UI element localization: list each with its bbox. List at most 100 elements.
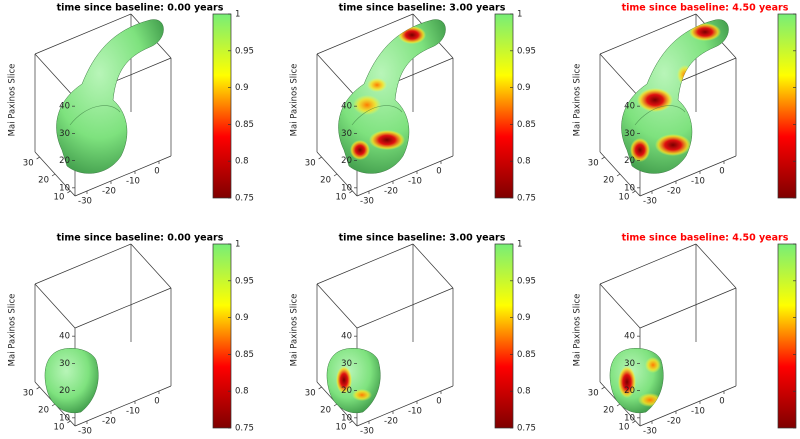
y-tick <box>36 386 40 390</box>
y-tick <box>51 403 56 407</box>
z-tick-label: 10 <box>59 413 70 423</box>
z-axis-label: Mai Paxinos Slice <box>290 294 300 367</box>
x-tick-label: 0 <box>154 167 159 177</box>
surface-fold <box>351 105 403 126</box>
z-tick-label: 10 <box>624 183 635 193</box>
box-edge <box>599 53 641 99</box>
panel-title: time since baseline: 0.00 years <box>57 3 224 14</box>
box-edge <box>74 155 172 197</box>
z-tick-label: 40 <box>341 102 352 112</box>
surface-body <box>56 19 164 174</box>
x-tick-label: 0 <box>154 397 159 407</box>
z-tick-label: 30 <box>341 359 352 369</box>
colorbar-tick-label: 0.9 <box>235 313 249 323</box>
colorbar-tick-label: 0.9 <box>517 313 531 323</box>
box-edge <box>695 243 737 289</box>
colorbar-tick-label: 1 <box>517 10 522 20</box>
panel: time since baseline: 3.00 years102030401… <box>290 233 536 437</box>
y-tick-label: 30 <box>305 389 316 399</box>
x-tick-label: -20 <box>384 187 398 197</box>
x-tick-label: -10 <box>126 177 140 187</box>
y-tick <box>601 156 605 160</box>
y-tick-label: 20 <box>38 176 49 186</box>
y-tick <box>318 386 322 390</box>
z-tick-label: 40 <box>624 332 635 342</box>
surface-body <box>338 19 446 174</box>
y-tick <box>36 156 40 160</box>
colorbar-tick-label: 0.9 <box>517 83 531 93</box>
box-edge <box>34 283 76 329</box>
colorbar <box>494 243 514 429</box>
colorbar <box>212 13 232 199</box>
surface <box>44 348 99 414</box>
panel: time since baseline: 3.00 years102030401… <box>290 3 536 207</box>
z-tick-label: 20 <box>59 156 70 166</box>
y-tick-label: 30 <box>588 159 599 169</box>
colorbar-tick-label: 0.8 <box>517 387 531 397</box>
y-tick-label: 20 <box>603 406 614 416</box>
colorbar-tick-label: 0.9 <box>235 83 249 93</box>
z-tick-label: 30 <box>624 129 635 139</box>
surface <box>338 19 446 174</box>
x-tick-label: 0 <box>436 167 441 177</box>
z-tick-label: 40 <box>59 102 70 112</box>
y-tick <box>333 173 338 177</box>
x-tick-label: -10 <box>408 177 422 187</box>
z-tick-label: 20 <box>341 386 352 396</box>
colorbar-tick-label: 0.85 <box>517 120 536 130</box>
z-tick-label: 30 <box>59 359 70 369</box>
colorbar-tick-label: 0.75 <box>517 424 536 434</box>
colorbar <box>494 13 514 199</box>
hotspot <box>638 393 662 407</box>
y-tick-label: 20 <box>38 406 49 416</box>
colorbar-tick-label: 0.8 <box>517 157 531 167</box>
colorbar-tick-label: 0.75 <box>517 194 536 204</box>
z-axis-label: Mai Paxinos Slice <box>573 294 583 367</box>
y-tick-label: 20 <box>603 176 614 186</box>
panel: time since baseline: 0.00 years102030401… <box>8 3 254 207</box>
surface <box>621 19 729 174</box>
hotspot <box>367 78 387 92</box>
panel-title: time since baseline: 0.00 years <box>57 233 224 244</box>
panel: time since baseline: 4.50 years 10 20 30 40 1… <box>573 3 797 207</box>
colorbar <box>777 13 797 199</box>
surface-fold <box>69 105 121 126</box>
panel: time since baseline: 0.00 years102030401… <box>8 233 254 437</box>
colorbar-tick-label: 0.75 <box>235 424 254 434</box>
box-edge <box>356 385 454 427</box>
z-tick-label: 20 <box>341 156 352 166</box>
hotspot <box>369 130 405 150</box>
box-edge <box>130 243 172 289</box>
box-edge <box>639 287 737 329</box>
hotspot <box>353 95 381 115</box>
colorbar-tick-label: 0.8 <box>235 387 249 397</box>
panel-title: time since baseline: 4.50 years <box>622 233 789 244</box>
z-tick-label: 30 <box>341 129 352 139</box>
box-edge <box>316 13 414 55</box>
y-tick <box>601 386 605 390</box>
y-tick-label: 10 <box>336 422 347 432</box>
colorbar-tick-label: 1 <box>517 240 522 250</box>
x-tick-label: -30 <box>643 427 657 437</box>
y-tick <box>67 190 71 194</box>
hotspot <box>352 389 372 401</box>
z-tick-label: 40 <box>341 332 352 342</box>
z-tick-label: 30 <box>59 129 70 139</box>
y-tick-label: 30 <box>305 159 316 169</box>
x-tick-label: -20 <box>102 187 116 197</box>
z-axis-label: Mai Paxinos Slice <box>573 64 583 137</box>
y-tick <box>349 420 353 424</box>
z-axis-label: Mai Paxinos Slice <box>290 64 300 137</box>
colorbar-tick-label: 0.95 <box>517 46 536 56</box>
y-tick-label: 10 <box>54 422 65 432</box>
x-tick-label: 0 <box>719 167 724 177</box>
x-tick-label: 0 <box>719 397 724 407</box>
y-tick-label: 20 <box>320 406 331 416</box>
y-tick <box>51 173 56 177</box>
y-tick <box>318 156 322 160</box>
colorbar-tick-label: 0.85 <box>517 350 536 360</box>
hotspot <box>350 140 370 160</box>
colorbar-tick-label: 0.85 <box>235 120 254 130</box>
colorbar-tick-label: 0.95 <box>517 276 536 286</box>
